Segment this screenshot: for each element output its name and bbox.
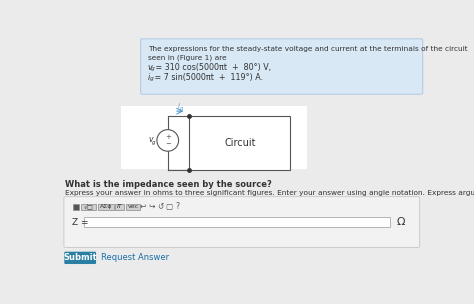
Text: Submit: Submit	[64, 253, 97, 262]
Text: = 7 sin(5000πt  +  119°) A.: = 7 sin(5000πt + 119°) A.	[152, 74, 264, 82]
Text: +: +	[165, 133, 171, 140]
Text: ↩: ↩	[140, 202, 146, 211]
Text: ↪: ↪	[148, 202, 155, 211]
Text: ?: ?	[175, 202, 179, 211]
Bar	[73, 204, 80, 210]
Text: √□: √□	[84, 204, 94, 209]
Bar	[126, 204, 140, 210]
Text: Circuit: Circuit	[224, 138, 255, 148]
Text: g: g	[180, 105, 183, 111]
Text: v: v	[147, 64, 152, 72]
Bar	[121, 106, 307, 169]
Text: Request Answer: Request Answer	[101, 253, 169, 262]
Text: g: g	[152, 140, 155, 145]
Text: i: i	[147, 74, 150, 82]
FancyBboxPatch shape	[64, 197, 419, 247]
Bar	[115, 204, 124, 210]
Text: ↺: ↺	[157, 202, 163, 211]
Text: v: v	[148, 135, 153, 144]
Text: g: g	[150, 76, 154, 81]
Text: AΣϕ: AΣϕ	[100, 204, 112, 209]
Text: ▢: ▢	[165, 202, 172, 211]
Text: g: g	[151, 66, 155, 71]
Bar	[84, 217, 390, 227]
Text: −: −	[165, 141, 171, 147]
FancyBboxPatch shape	[141, 39, 423, 94]
Text: Z =: Z =	[72, 218, 88, 226]
Text: seen in (Figure 1) are: seen in (Figure 1) are	[147, 54, 226, 61]
Text: The expressions for the steady-state voltage and current at the terminals of the: The expressions for the steady-state vol…	[147, 47, 467, 53]
Bar	[81, 204, 96, 210]
Text: = 310 cos(5000πt  +  80°) V,: = 310 cos(5000πt + 80°) V,	[153, 64, 271, 72]
Text: Express your answer in ohms to three significant figures. Enter your answer usin: Express your answer in ohms to three sig…	[65, 191, 474, 196]
Text: i: i	[178, 103, 180, 109]
Circle shape	[157, 130, 179, 151]
Text: Ω: Ω	[397, 217, 405, 227]
Bar	[190, 116, 290, 170]
Bar	[98, 204, 113, 210]
Text: vec: vec	[128, 204, 138, 209]
Text: What is the impedance seen by the source?: What is the impedance seen by the source…	[65, 180, 272, 189]
Text: IT: IT	[117, 204, 123, 209]
FancyBboxPatch shape	[64, 252, 96, 264]
